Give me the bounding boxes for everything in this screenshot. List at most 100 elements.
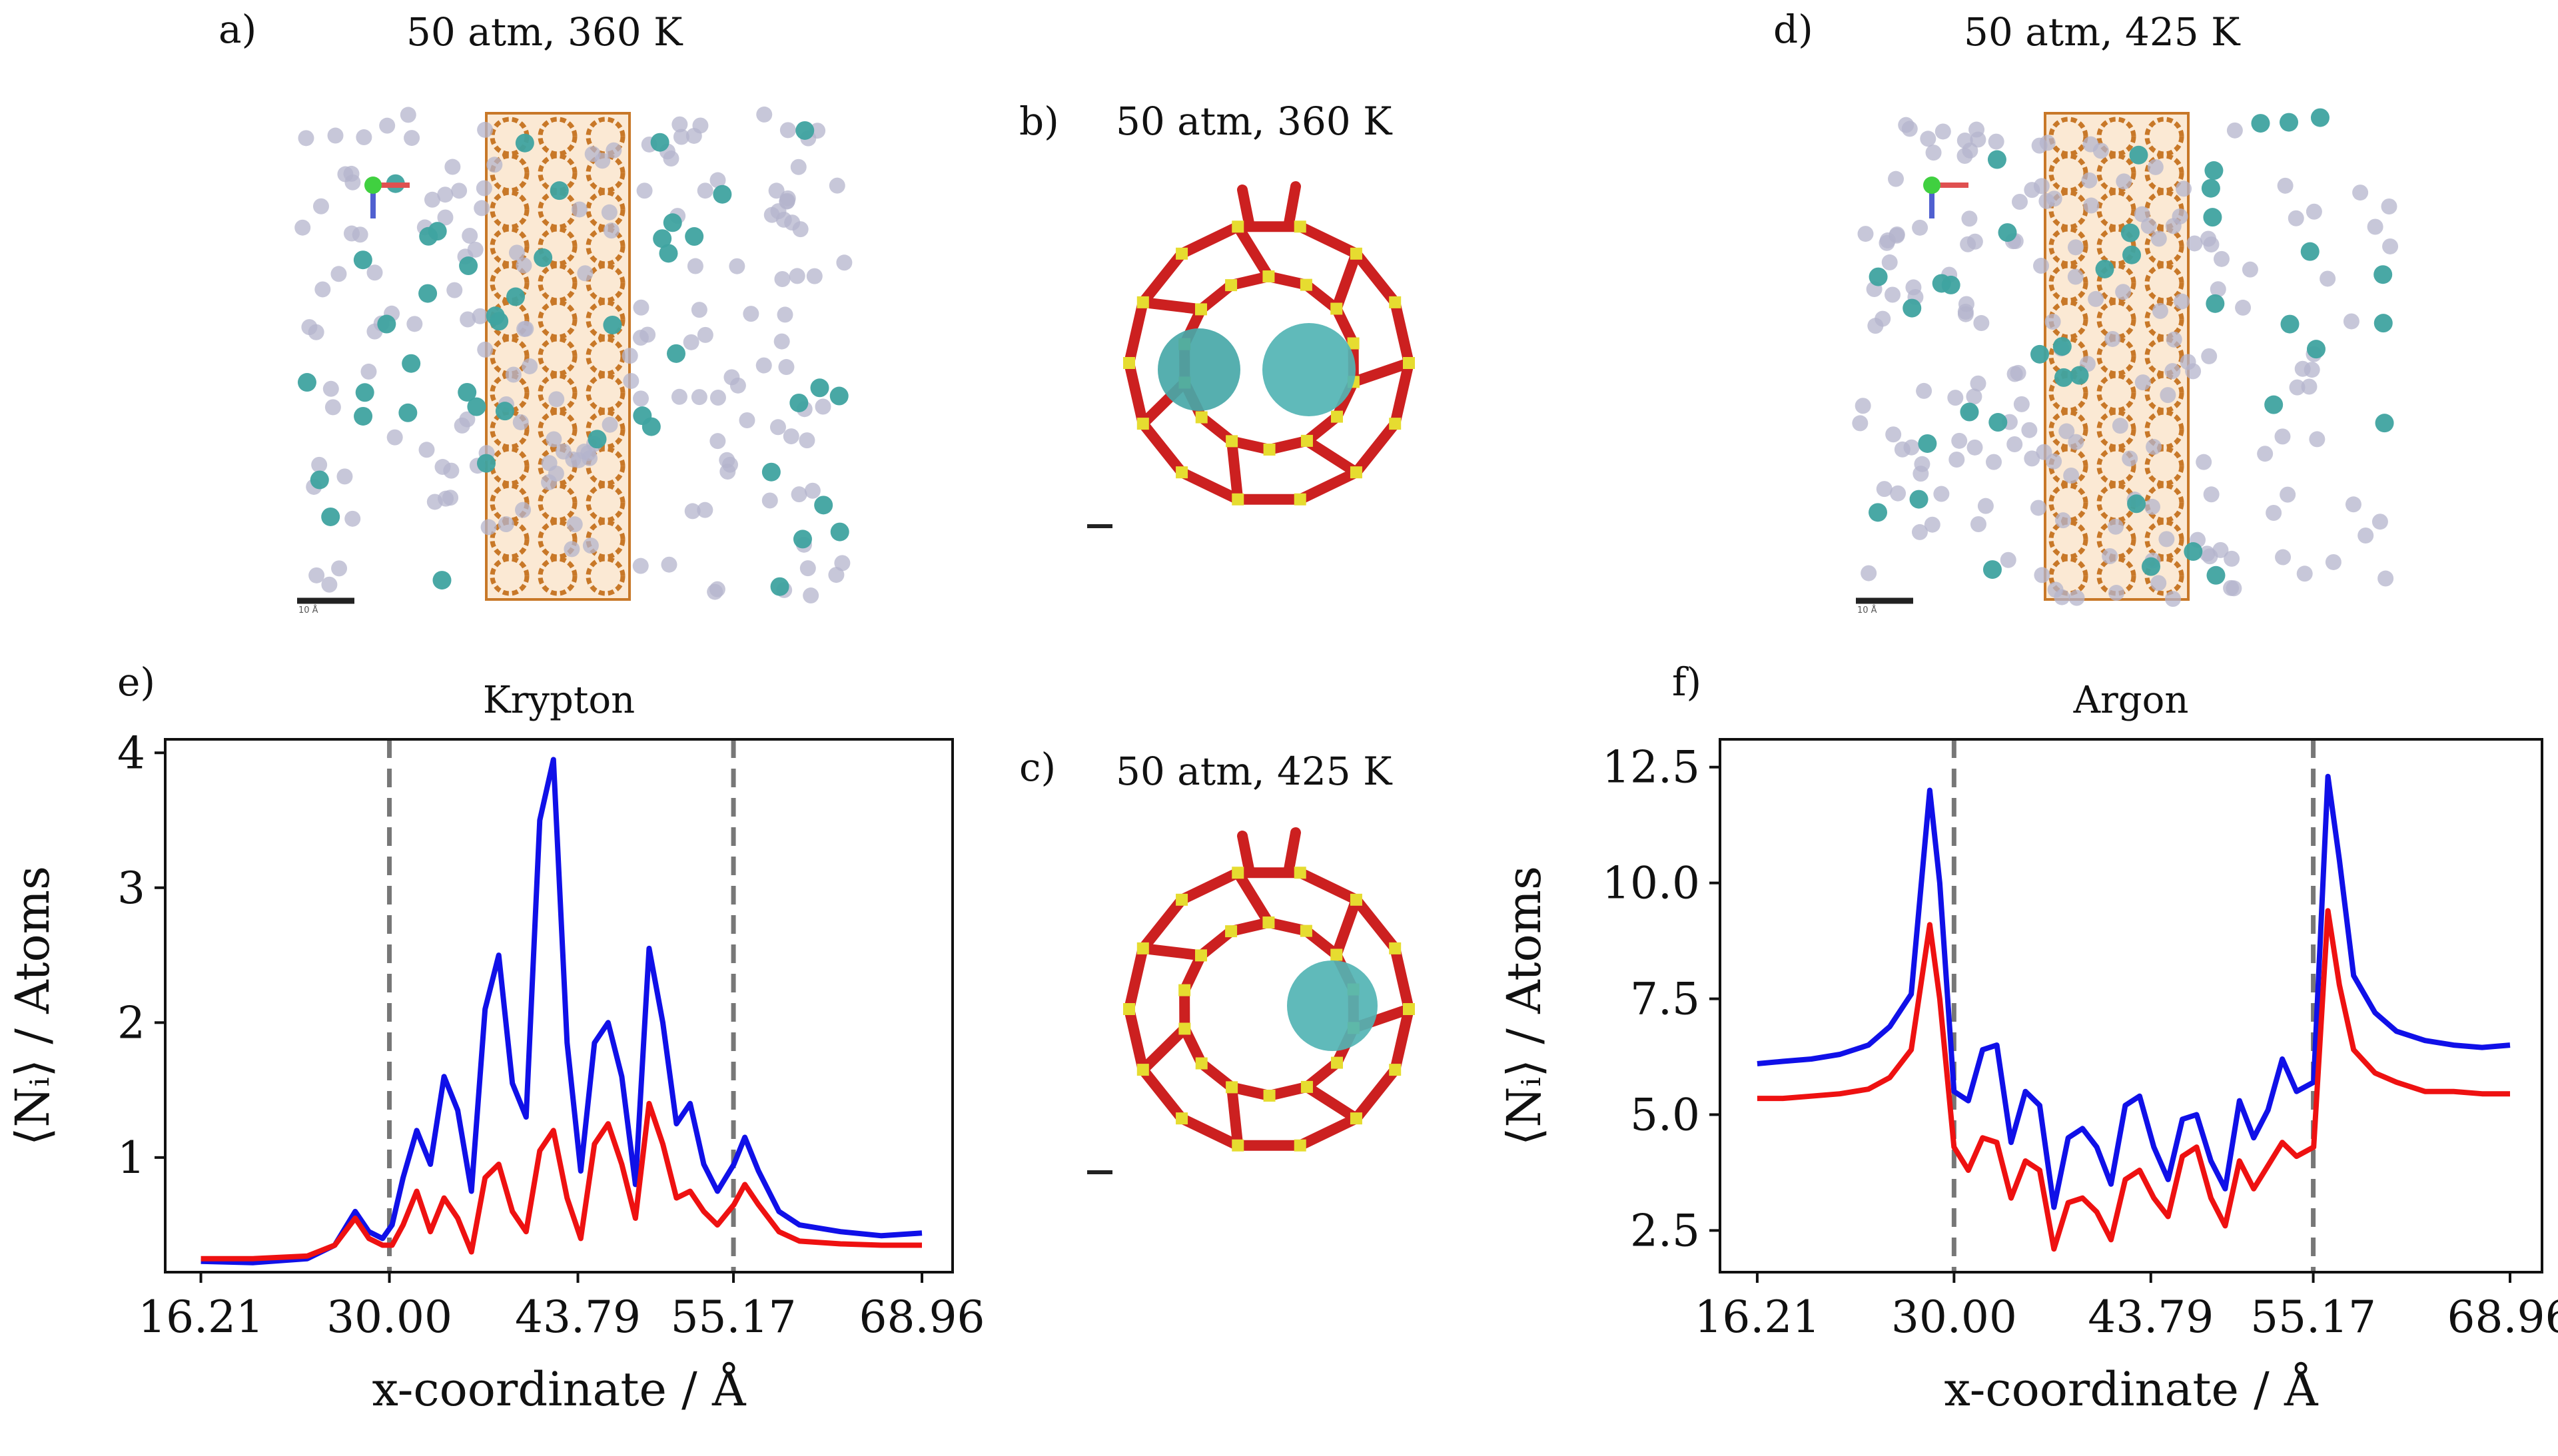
argon-atom bbox=[633, 390, 649, 407]
argon-atom bbox=[476, 180, 492, 196]
cage-bond bbox=[1331, 894, 1362, 960]
argon-atom bbox=[2371, 514, 2388, 530]
cage-bond bbox=[1350, 248, 1401, 308]
argon-atom bbox=[1970, 516, 1986, 533]
chart-f-ytick-label: 12.5 bbox=[1602, 742, 1700, 793]
argon-atom bbox=[2343, 313, 2359, 330]
cage-one-atom bbox=[1087, 827, 1415, 1174]
panel-f-label: f) bbox=[1672, 659, 1702, 705]
chart-e-title: Krypton bbox=[483, 679, 635, 722]
silicon-node bbox=[1195, 411, 1208, 424]
argon-atom bbox=[2306, 203, 2322, 220]
argon-atom bbox=[2104, 330, 2121, 347]
argon-atom bbox=[756, 106, 773, 123]
silicon-node bbox=[1350, 893, 1362, 906]
argon-atom bbox=[472, 308, 488, 324]
framework-ring bbox=[490, 190, 530, 230]
silicon-node bbox=[1195, 303, 1208, 316]
chart-f-ytick-label: 10.0 bbox=[1602, 858, 1700, 909]
chart-e-frame bbox=[164, 738, 954, 1274]
argon-atom bbox=[2203, 486, 2220, 503]
argon-atom bbox=[418, 442, 435, 458]
argon-atom bbox=[697, 326, 713, 343]
framework-ring bbox=[2096, 263, 2136, 303]
argon-atom bbox=[2210, 281, 2226, 298]
framework-ring bbox=[2144, 556, 2184, 596]
argon-atom bbox=[755, 357, 772, 374]
argon-atom bbox=[548, 391, 565, 408]
argon-atom bbox=[636, 182, 653, 199]
argon-atom bbox=[2031, 137, 2048, 154]
argon-atom bbox=[2058, 423, 2075, 440]
framework-ring bbox=[490, 410, 530, 450]
argon-atom bbox=[321, 576, 338, 593]
silicon-node bbox=[1263, 443, 1276, 456]
argon-atom bbox=[2134, 374, 2151, 391]
chart-argon: Argon 16.21 30.00 43.79 55.17 68.96 2.5 5.0 7.5 1… bbox=[1497, 679, 2558, 1417]
cage-bond bbox=[1226, 917, 1274, 937]
argon-atom bbox=[2013, 396, 2030, 412]
framework-ring bbox=[490, 556, 530, 596]
argon-atom bbox=[683, 334, 699, 350]
krypton-atom bbox=[297, 373, 316, 392]
argon-atom bbox=[2067, 239, 2084, 256]
argon-atom bbox=[2021, 422, 2038, 438]
argon-atom bbox=[2309, 431, 2326, 448]
krypton-atom bbox=[1982, 560, 2002, 579]
framework-ring bbox=[490, 520, 530, 559]
chart-f-xtick-label: 30.00 bbox=[1891, 1291, 2017, 1343]
silicon-node bbox=[1226, 1081, 1238, 1094]
argon-atom bbox=[582, 538, 599, 554]
argon-atom bbox=[815, 398, 831, 415]
argon-atom bbox=[344, 510, 361, 527]
cage-bond bbox=[1137, 1064, 1188, 1124]
argon-atom bbox=[684, 503, 701, 520]
framework-ring bbox=[586, 446, 626, 486]
argon-atom bbox=[2083, 197, 2100, 214]
silicon-node bbox=[1403, 357, 1415, 369]
argon-atom bbox=[2381, 198, 2397, 215]
argon-atom bbox=[444, 159, 461, 175]
chart-e-series-blue bbox=[201, 757, 923, 1266]
framework-ring bbox=[2096, 410, 2136, 450]
chart-e-ytick-label: 4 bbox=[117, 727, 145, 779]
cage-bond bbox=[1226, 271, 1274, 291]
framework-ring bbox=[586, 153, 626, 193]
silicon-node bbox=[1350, 1112, 1362, 1125]
argon-atom bbox=[577, 265, 594, 282]
cage-bond bbox=[1294, 867, 1362, 905]
argon-atom bbox=[2223, 579, 2240, 596]
argon-atom bbox=[1933, 486, 1950, 502]
argon-atom bbox=[2146, 438, 2162, 455]
silicon-node bbox=[1300, 434, 1313, 447]
argon-atom bbox=[337, 166, 354, 182]
argon-atom bbox=[2102, 548, 2118, 565]
chart-e-xlabel: x-coordinate / Å bbox=[372, 1362, 747, 1417]
chart-krypton: Krypton 16.21 30.00 43.79 55.17 68.96 1 2 3 4 x-co… bbox=[5, 679, 985, 1417]
argon-atom bbox=[1916, 382, 1932, 399]
krypton-atom bbox=[506, 287, 526, 306]
argon-atom bbox=[322, 380, 339, 397]
argon-atom bbox=[1958, 296, 1974, 312]
scale-bar-label: 10 Å bbox=[1857, 605, 1877, 615]
panel-a-label: a) bbox=[218, 7, 257, 52]
argon-atom bbox=[515, 502, 532, 518]
krypton-atom bbox=[1909, 490, 1928, 509]
argon-atom bbox=[2112, 418, 2128, 434]
krypton-atom bbox=[829, 386, 849, 406]
framework-ring bbox=[538, 117, 578, 157]
argon-atom bbox=[1948, 451, 1965, 468]
argon-atom bbox=[2320, 270, 2336, 287]
krypton-atom bbox=[667, 344, 686, 363]
argon-atom bbox=[719, 452, 735, 468]
argon-atom bbox=[791, 486, 807, 503]
krypton-atom bbox=[2129, 145, 2148, 165]
argon-atom bbox=[1920, 131, 1936, 147]
chart-f-series-red bbox=[1757, 908, 2510, 1252]
silicon-node bbox=[1123, 357, 1135, 369]
argon-atom bbox=[442, 490, 459, 506]
silicon-node bbox=[1232, 1139, 1244, 1152]
argon-atom bbox=[2186, 235, 2203, 252]
framework-ring bbox=[2048, 446, 2088, 486]
framework-ring bbox=[586, 190, 626, 230]
